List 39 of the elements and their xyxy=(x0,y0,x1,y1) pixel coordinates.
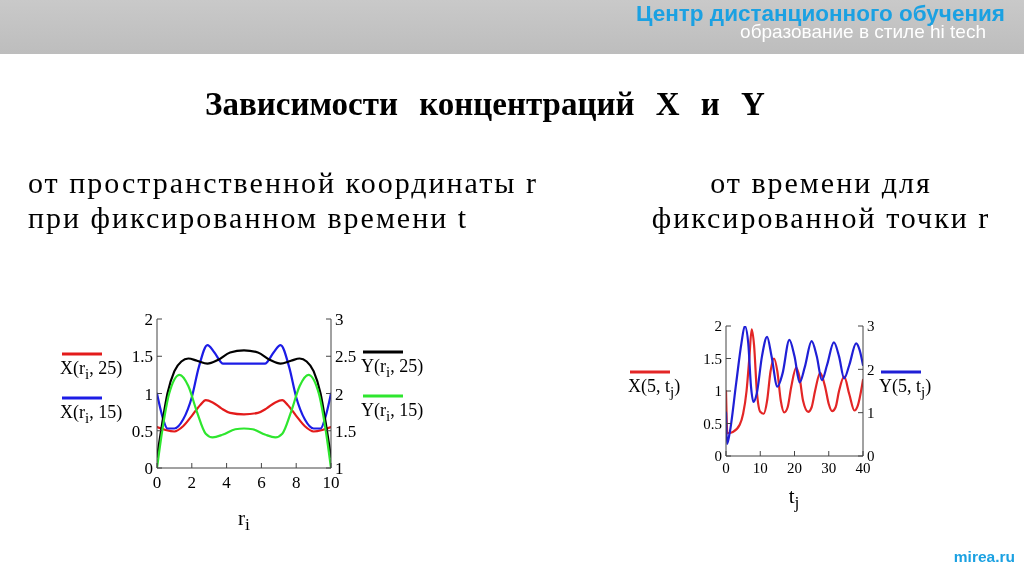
y2-tick-label: 2.5 xyxy=(335,347,357,367)
x-tick-label: 8 xyxy=(291,473,301,493)
y2-tick-label: 3 xyxy=(335,310,344,330)
y-tick-label: 1 xyxy=(714,383,722,400)
text: Зависимости концентраций X и Y xyxy=(205,86,765,122)
text: Центр дистанционного обучения xyxy=(636,1,1005,26)
y2-tick-label: 1 xyxy=(867,404,875,421)
y2-tick-label: 3 xyxy=(867,318,875,335)
y2-tick-label: 1.5 xyxy=(335,421,357,441)
x-tick-label: 10 xyxy=(752,459,768,476)
legend-label: Y(5, t$_{j}$) xyxy=(879,376,932,402)
y2-tick-label: 2 xyxy=(867,361,875,378)
y-tick-label: 0.5 xyxy=(131,421,153,441)
x-tick-label: 2 xyxy=(187,473,197,493)
x-tick-label: 20 xyxy=(787,459,802,476)
x-axis-title: t$_{j}$ xyxy=(788,484,800,513)
x-tick-label: 6 xyxy=(257,473,266,493)
chart-subtitle: от времени для фиксированной точки r xyxy=(651,166,991,234)
y-tick-label: 1.5 xyxy=(131,347,153,367)
x-tick-label: 30 xyxy=(821,459,837,476)
legend-label: X(r$_{i}$, 15) xyxy=(60,401,123,428)
legend-label: X(5, t$_{j}$) xyxy=(628,376,681,402)
y-tick-label: 2 xyxy=(144,310,153,330)
legend-label: Y(r$_{i}$, 15) xyxy=(361,399,424,426)
line-series xyxy=(157,343,331,430)
line-series xyxy=(157,399,331,433)
x-axis-title: r$_{i}$ xyxy=(238,506,250,535)
y-tick-label: 1.5 xyxy=(703,350,722,367)
y-tick-label: 1 xyxy=(144,384,153,404)
text: mirea.ru xyxy=(953,548,1015,565)
x-tick-label: 4 xyxy=(222,473,232,493)
y2-tick-label: 2 xyxy=(335,384,344,404)
legend-label: Y(r$_{i}$, 25) xyxy=(361,356,424,382)
y-tick-label: 0 xyxy=(714,448,722,465)
y-tick-label: 0.5 xyxy=(703,415,722,432)
x-tick-label: 10 xyxy=(322,473,340,493)
chart-subtitle: от пространственной координаты r при фиксированном времени t xyxy=(28,166,538,234)
y-tick-label: 2 xyxy=(714,318,722,335)
legend-label: X(r$_{i}$, 25) xyxy=(60,358,123,384)
